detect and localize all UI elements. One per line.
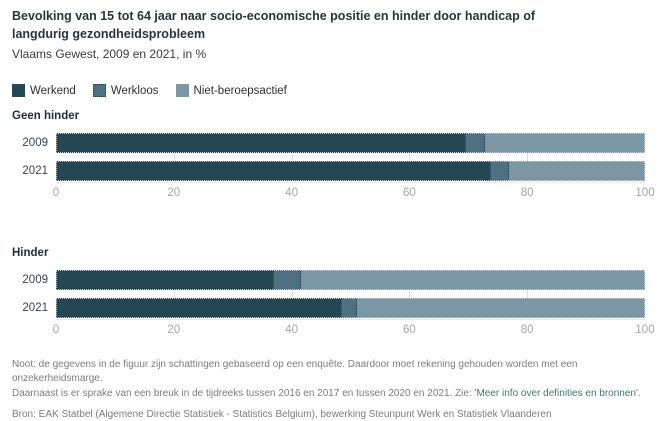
- stacked-bar-hinder-2021: [56, 297, 645, 318]
- group-heading: Geen hinder: [12, 110, 80, 123]
- x-axis-tick-80: 80: [520, 323, 534, 336]
- gridlines: [56, 269, 645, 318]
- stacked-bar-geen-hinder-2009: [56, 132, 645, 153]
- legend: Werkend Werkloos Niet-beroepsactief: [12, 84, 645, 98]
- x-axis-tick-100: 100: [635, 323, 655, 336]
- chart-title: Bevolking van 15 tot 64 jaar naar socio-…: [12, 9, 536, 41]
- chart-subtitle: Vlaams Gewest, 2009 en 2021, in %: [12, 46, 207, 61]
- x-axis-tick-40: 40: [285, 323, 298, 336]
- gridline-60: [409, 269, 411, 318]
- year-label: 2009: [22, 136, 48, 149]
- year-label: 2021: [22, 164, 48, 177]
- segment-werkend: [56, 160, 491, 181]
- year-label: 2021: [22, 301, 48, 314]
- footnote-line-2: Daarnaast is er sprake van een breuk in …: [12, 387, 645, 402]
- x-axis-tick-40: 40: [285, 186, 298, 199]
- x-axis-tick-0: 0: [52, 323, 60, 336]
- stacked-bar-chart: Geen hinder 2009 2021 0 20 40 60 80 100 Hinder 200…: [12, 110, 655, 344]
- definitions-link[interactable]: 'Meer info over definities en bronnen': [474, 387, 638, 399]
- legend-swatch-niet-beroepsactief: [175, 84, 189, 98]
- gridlines: [56, 132, 645, 181]
- x-axis-tick-20: 20: [167, 186, 181, 199]
- legend-swatch-werkloos: [92, 84, 106, 98]
- x-axis: 0 20 40 60 80 100: [52, 181, 655, 207]
- segment-werkend: [56, 132, 466, 153]
- bar-row-2009: 2009: [12, 269, 645, 290]
- legend-label-werkloos: Werkloos: [110, 84, 159, 97]
- segment-werkloos: [272, 269, 302, 290]
- x-axis-tick-20: 20: [167, 323, 181, 336]
- group-section-hinder: Hinder 2009 2021 0 20 40 60 80 100: [12, 246, 655, 344]
- segment-niet-beroepsactief: [508, 160, 645, 181]
- legend-label-werkend: Werkend: [30, 84, 76, 97]
- footnote-line-2-period: .: [637, 387, 641, 399]
- legend-item-werkend: Werkend: [12, 84, 76, 98]
- x-axis-tick-100: 100: [635, 186, 655, 199]
- group-heading: Hinder: [12, 246, 49, 259]
- bar-row-2021: 2021: [12, 160, 645, 181]
- gridline-40: [291, 132, 293, 181]
- gridline-80: [527, 132, 529, 181]
- legend-item-niet-beroepsactief: Niet-beroepsactief: [175, 84, 287, 98]
- gridline-20: [173, 132, 175, 181]
- gridline-60: [409, 132, 411, 181]
- stacked-bar-geen-hinder-2021: [56, 160, 645, 181]
- segment-niet-beroepsactief: [356, 297, 645, 318]
- segment-niet-beroepsactief: [485, 132, 645, 153]
- x-axis-tick-80: 80: [520, 186, 534, 199]
- x-axis-tick-0: 0: [52, 186, 60, 199]
- footnote-line-2-text: Daarnaast is er sprake van een breuk in …: [12, 387, 475, 399]
- year-label: 2009: [22, 273, 48, 286]
- group-section-geen-hinder: Geen hinder 2009 2021 0 20 40 60 80 100: [12, 110, 655, 207]
- gridline-40: [291, 269, 293, 318]
- x-axis: 0 20 40 60 80 100: [52, 318, 655, 344]
- segment-niet-beroepsactief: [301, 269, 645, 290]
- gridline-20: [173, 269, 175, 318]
- segment-werkloos: [465, 132, 486, 153]
- segment-werkloos: [490, 160, 509, 181]
- segment-werkend: [56, 297, 342, 318]
- legend-swatch-werkend: [12, 84, 25, 98]
- stacked-bar-hinder-2009: [56, 269, 645, 290]
- source-line: Bron: EAK Statbel (Algemene Directie Sta…: [12, 409, 552, 421]
- legend-label-niet-beroepsactief: Niet-beroepsactief: [193, 84, 287, 97]
- bar-row-2021: 2021: [12, 297, 645, 318]
- legend-item-werkloos: Werkloos: [92, 84, 159, 98]
- segment-werkloos: [341, 297, 357, 318]
- bar-row-2009: 2009: [12, 132, 645, 153]
- x-axis-tick-60: 60: [402, 323, 416, 336]
- x-axis-tick-60: 60: [402, 186, 416, 199]
- segment-werkend: [56, 269, 273, 290]
- footnote: Noot: de gegevens in de figuur zijn scha…: [12, 358, 645, 402]
- footnote-line-1: Noot: de gegevens in de figuur zijn scha…: [12, 358, 578, 385]
- gridline-80: [527, 269, 529, 318]
